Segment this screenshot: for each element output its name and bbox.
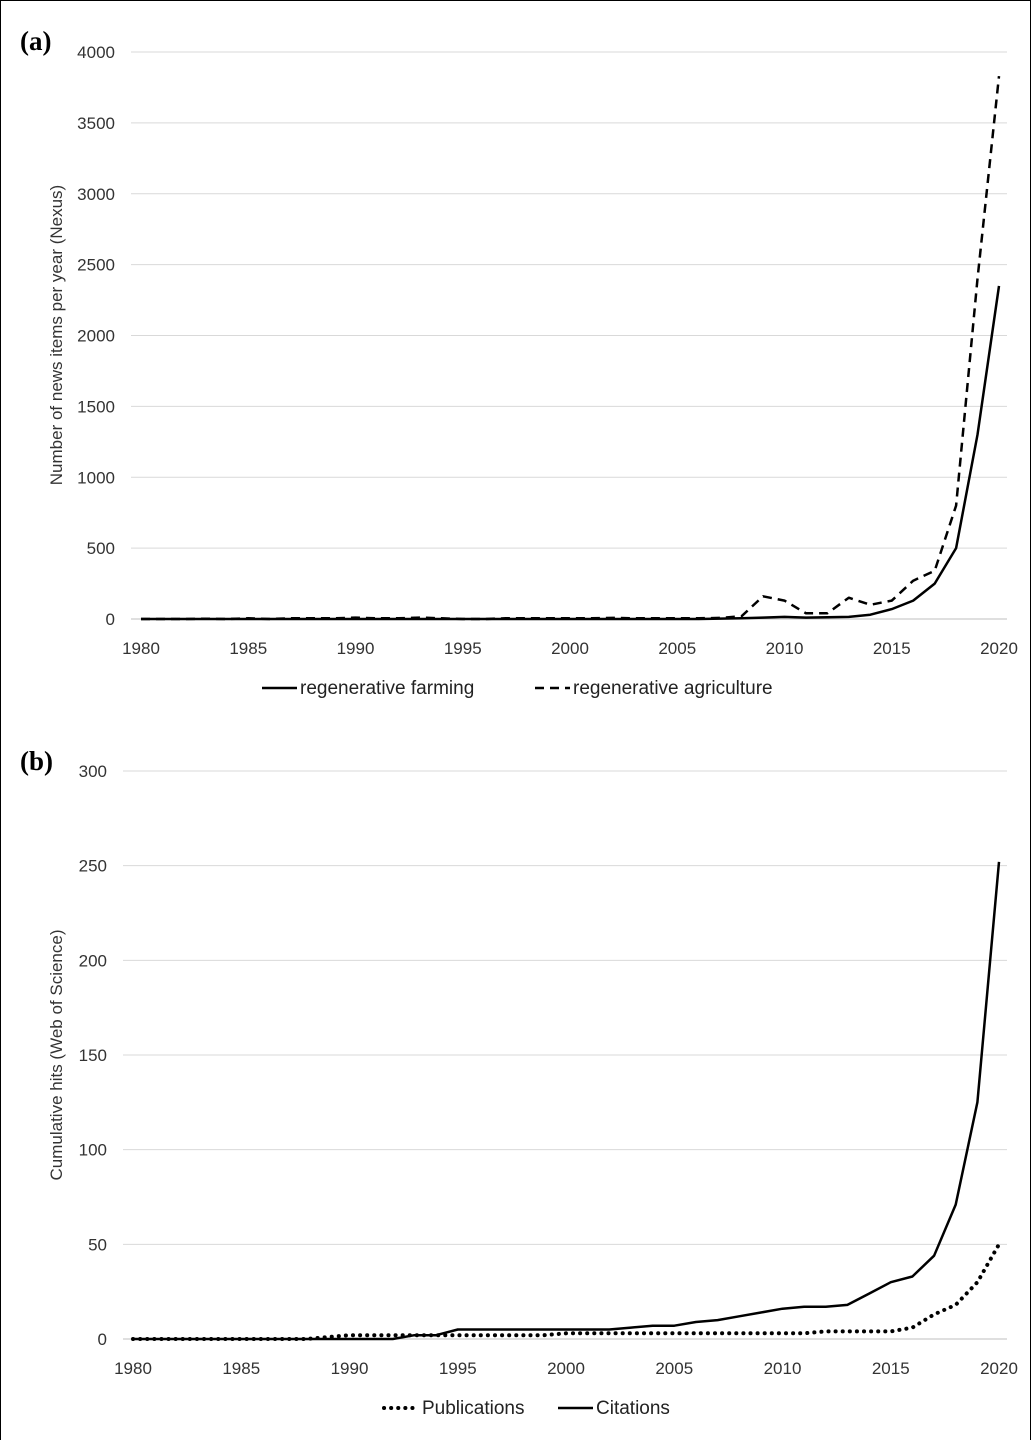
a-ytick-label: 2000 xyxy=(77,327,115,346)
b-ytick-label: 250 xyxy=(79,857,107,876)
panel-a-legend: regenerative farming regenerative agricu… xyxy=(262,678,773,699)
panel-a-chart: (a) Number of news items per year (Nexus… xyxy=(20,26,1018,699)
b-xtick-label: 2000 xyxy=(547,1359,585,1378)
panel-a-ylabel: Number of news items per year (Nexus) xyxy=(47,185,66,485)
a-ytick-label: 3000 xyxy=(77,185,115,204)
b-xtick-label: 1980 xyxy=(114,1359,152,1378)
series-line-regenerative-agriculture xyxy=(141,75,1001,621)
panel-b-label: (b) xyxy=(20,746,53,776)
a-xtick-label: 2020 xyxy=(980,639,1018,658)
a-xtick-label: 1990 xyxy=(337,639,375,658)
b-xtick-label: 2005 xyxy=(655,1359,693,1378)
a-ytick-label: 3500 xyxy=(77,114,115,133)
b-xtick-label: 2010 xyxy=(764,1359,802,1378)
a-xtick-label: 2005 xyxy=(658,639,696,658)
legend-label-regenerative-agriculture: regenerative agriculture xyxy=(573,678,773,699)
a-ytick-label: 1000 xyxy=(77,468,115,487)
series-line-publications xyxy=(131,1242,1001,1341)
legend-label-regenerative-farming: regenerative farming xyxy=(300,678,474,699)
b-ytick-label: 200 xyxy=(79,951,107,970)
a-xtick-label: 2015 xyxy=(873,639,911,658)
a-xtick-label: 2010 xyxy=(766,639,804,658)
b-ytick-label: 150 xyxy=(79,1046,107,1065)
b-xtick-label: 2015 xyxy=(872,1359,910,1378)
a-ytick-label: 0 xyxy=(106,610,115,629)
panel-b-chart: (b) Cumulative hits (Web of Science) 0 50… xyxy=(20,746,1018,1419)
a-ytick-label: 4000 xyxy=(77,43,115,62)
panel-b-ylabel: Cumulative hits (Web of Science) xyxy=(47,929,66,1180)
a-ytick-label: 500 xyxy=(87,539,115,558)
a-ytick-label: 1500 xyxy=(77,397,115,416)
b-xtick-label: 1990 xyxy=(331,1359,369,1378)
b-ytick-label: 0 xyxy=(98,1330,107,1349)
a-xtick-label: 1985 xyxy=(229,639,267,658)
b-xtick-label: 1995 xyxy=(439,1359,477,1378)
series-line-citations xyxy=(133,861,1001,1341)
panel-a-label: (a) xyxy=(20,26,51,56)
a-xtick-label: 2000 xyxy=(551,639,589,658)
a-ytick-label: 2500 xyxy=(77,256,115,275)
panel-b-legend: Publications Citations xyxy=(382,1398,670,1419)
b-ytick-label: 300 xyxy=(79,762,107,781)
a-xtick-label: 1980 xyxy=(122,639,160,658)
b-ytick-label: 50 xyxy=(88,1235,107,1254)
b-xtick-label: 2020 xyxy=(980,1359,1018,1378)
b-xtick-label: 1985 xyxy=(222,1359,260,1378)
a-xtick-label: 1995 xyxy=(444,639,482,658)
legend-label-publications: Publications xyxy=(422,1398,524,1419)
legend-label-citations: Citations xyxy=(596,1398,670,1419)
b-ytick-label: 100 xyxy=(79,1141,107,1160)
